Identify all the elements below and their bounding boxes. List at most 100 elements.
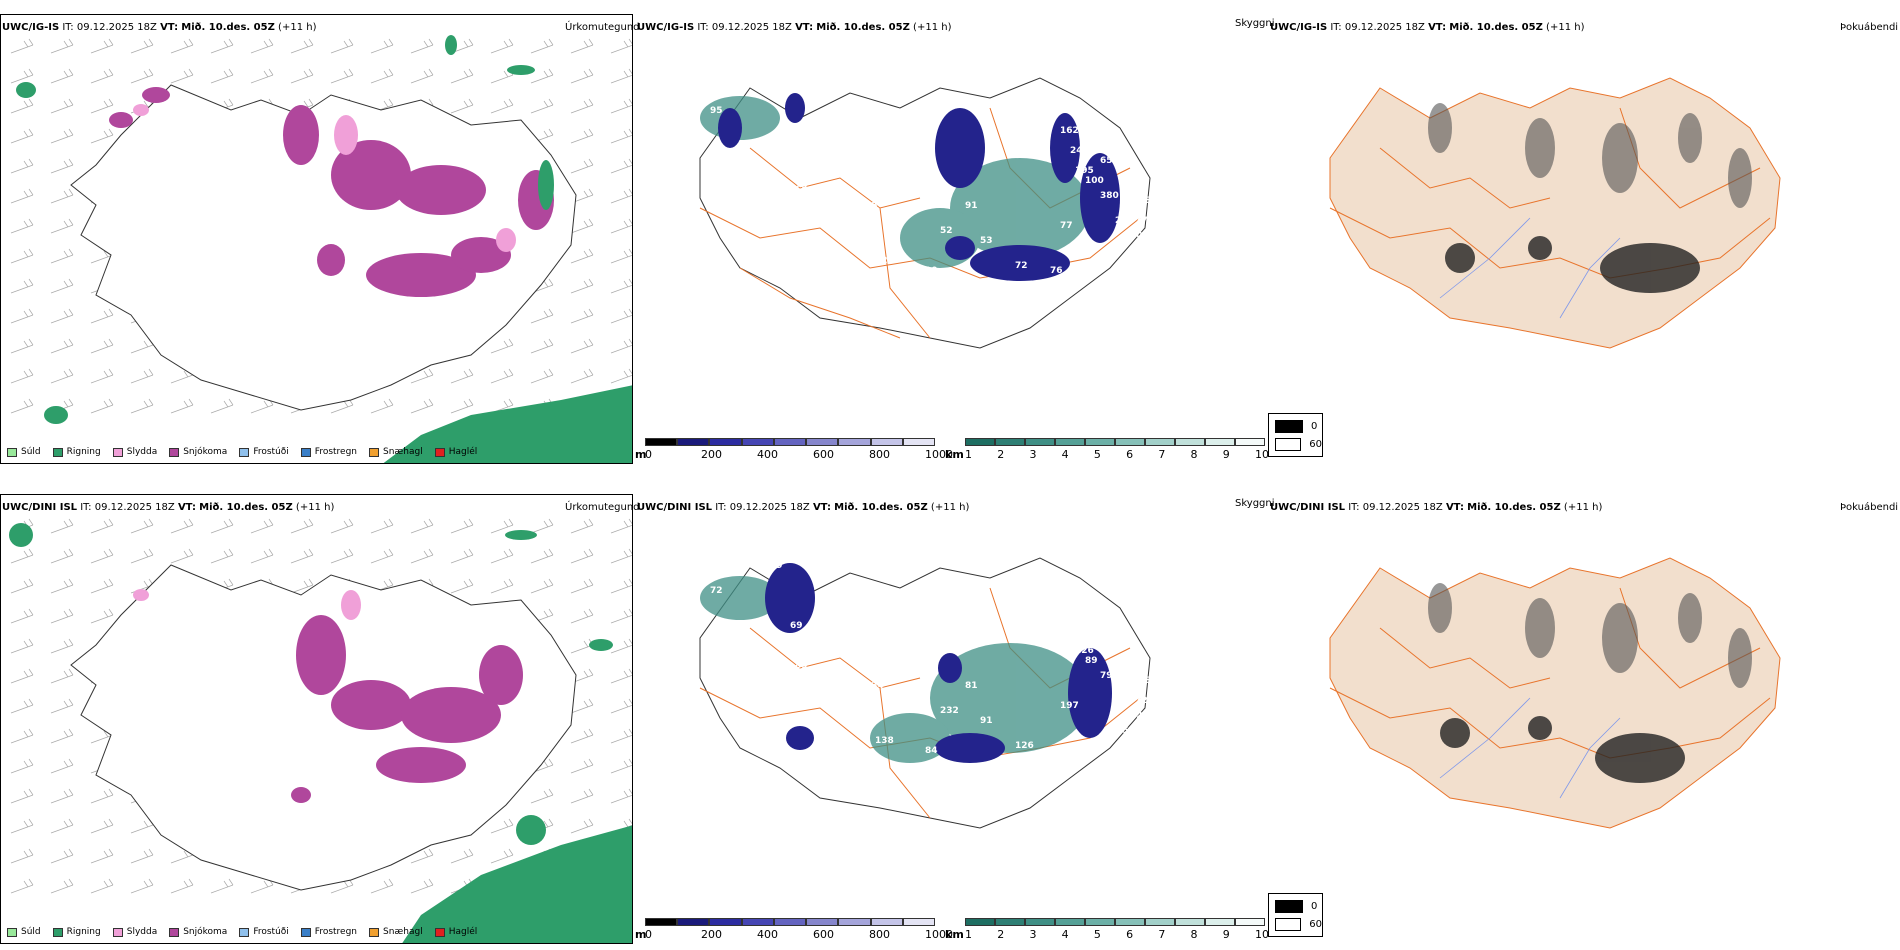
cloud-base-label: 197: [1060, 701, 1079, 711]
precip-legend-item: Rigning: [52, 447, 101, 457]
row-bottom: Súld Rigning Slydda Snjókoma Frostúði Frostre…: [0, 480, 1900, 950]
legend-label: Frostúði: [253, 447, 289, 457]
precip-legend-item: Slydda: [112, 447, 158, 457]
colorbar-segment: [677, 438, 710, 446]
precip-map-bottom: Súld Rigning Slydda Snjókoma Frostúði Frostre…: [0, 494, 633, 944]
cloud-base-label: 86: [1145, 196, 1158, 206]
cloud-base-label: 20: [1115, 216, 1128, 226]
cloud-base-label: 380: [1100, 191, 1119, 201]
cloud-base-label: 51: [1060, 606, 1073, 616]
cloud-base-label: 72: [710, 586, 723, 596]
precip-legend-bottom: Súld Rigning Slydda Snjókoma Frostúði Frostre…: [7, 927, 477, 937]
colorbar-segment: [1175, 438, 1205, 446]
vis-map-bottom: 73 69726915089195134232138849181126197150…: [699, 556, 1158, 829]
colorbar-segment: [806, 438, 839, 446]
fog-legend-bottom: 0 60: [1268, 893, 1323, 937]
colorbar-segment: [645, 438, 678, 446]
cloud-base-label: 195: [1075, 166, 1094, 176]
cloud-base-label: 26: [1110, 246, 1123, 256]
cloud-base-label: 91: [965, 201, 978, 211]
colorbar-segment: [773, 438, 807, 446]
vis-bar-top: 1 2 3 4 5 6 7 8 9 10: [965, 438, 1269, 461]
cloud-base-label: 77: [1060, 221, 1073, 231]
precip-legend-top: Súld Rigning Slydda Snjókoma Frostúði Frostre…: [7, 447, 477, 457]
cloud-base-label: 53: [980, 236, 993, 246]
cloud-base-label: 91: [980, 716, 993, 726]
colorbar-segment: [1055, 918, 1085, 926]
header-fog-bottom: UWC/DINI ISL IT: 09.12.2025 18Z VT: Mið.…: [1270, 502, 1603, 513]
cloud-base-label: 76: [1050, 266, 1063, 276]
precip-title-top: Úrkomutegund: [565, 22, 640, 33]
legend-swatch: [7, 447, 17, 457]
colorbar-tick: 800: [869, 448, 890, 461]
legend-swatch: [434, 927, 445, 937]
colorbar-tick: 2: [997, 928, 1005, 941]
colorbar-tick: 1000: [925, 928, 953, 941]
fog-swatch: [1275, 437, 1302, 451]
fog-legend-top: 0 60: [1268, 413, 1323, 457]
fog-title-top: Þokuábendi: [1840, 22, 1899, 33]
cloud-base-label: 90: [925, 266, 938, 276]
header-precip-bottom: UWC/DINI ISL IT: 09.12.2025 18Z VT: Mið.…: [2, 502, 335, 513]
cloud-base-label: 67: [1115, 696, 1128, 706]
header-precip-top: UWC/IG-IS IT: 09.12.2025 18Z VT: Mið. 10…: [2, 22, 317, 33]
header-vis-top: UWC/IG-IS IT: 09.12.2025 18Z VT: Mið. 10…: [637, 22, 952, 33]
cloud-base-label: 76: [770, 81, 783, 91]
colorbar-segment: [965, 918, 995, 926]
legend-label: Slydda: [126, 447, 158, 457]
colorbar-segment: [677, 918, 710, 926]
colorbar-tick: 3: [1029, 448, 1037, 461]
cloud-base-label: 79: [730, 76, 743, 86]
row-top: Súld Rigning Slydda Snjókoma Frostúði Frostre…: [0, 0, 1900, 470]
legend-label: Slydda: [126, 927, 158, 937]
colorbar-tick: 1: [965, 448, 972, 461]
fog-swatch: [1275, 419, 1303, 433]
colorbar-tick: 10: [1255, 448, 1269, 461]
colorbar-tick: 400: [757, 928, 778, 941]
legend-swatch: [300, 927, 311, 937]
fog-legend-item: 0: [1269, 417, 1322, 435]
colorbar-tick: 8: [1190, 448, 1198, 461]
cloud-base-label: 84: [1095, 601, 1108, 611]
fog-map-top: [1329, 77, 1781, 349]
cloud-base-label: 72: [1135, 696, 1148, 706]
colorbar-tick: 5: [1093, 448, 1101, 461]
legend-label: Snæhagl: [383, 927, 423, 937]
cloud-base-label: 81: [965, 681, 978, 691]
colorbar-segment: [995, 918, 1025, 926]
precip-map-top: Súld Rigning Slydda Snjókoma Frostúði Frostre…: [0, 14, 633, 464]
cloud-base-label: 69: [770, 561, 783, 571]
fog-title-bottom: Þokuábendi: [1840, 502, 1899, 513]
colorbar-segment: [995, 438, 1025, 446]
colorbar-segment: [870, 438, 903, 446]
precip-title-bottom: Úrkomutegund: [565, 502, 640, 513]
colorbar-tick: 1: [965, 928, 972, 941]
colorbar-segment: [1145, 918, 1175, 926]
legend-label: Frostregn: [314, 447, 358, 457]
colorbar-segment: [1235, 438, 1265, 446]
fog-label: 60: [1309, 438, 1322, 450]
colorbar-segment: [902, 918, 935, 926]
fog-label: 60: [1309, 918, 1322, 930]
cloud-base-label: 72: [1015, 261, 1028, 271]
precip-legend-item: Frostúði: [239, 447, 289, 457]
colorbar-tick: 0: [645, 928, 652, 941]
legend-label: Súld: [21, 927, 41, 937]
legend-swatch: [239, 927, 250, 937]
vis-title-bottom: Skyggni: [1235, 498, 1275, 509]
cloud-base-label: 150: [1050, 746, 1069, 756]
legend-label: Frostregn: [314, 927, 358, 937]
fog-legend-item: 0: [1269, 897, 1322, 915]
colorbar-segment: [838, 438, 871, 446]
colorbar-tick: 800: [869, 928, 890, 941]
colorbar-tick: 8: [1190, 928, 1198, 941]
colorbar-tick: 7: [1158, 928, 1166, 941]
vis-bar-bottom: 1 2 3 4 5 6 7 8 9 10: [965, 918, 1269, 941]
legend-swatch: [434, 447, 445, 457]
colorbar-segment: [1145, 438, 1175, 446]
fog-legend-item: 60: [1269, 435, 1322, 453]
precip-legend-item: Snæhagl: [369, 927, 423, 937]
colorbar-tick: 400: [757, 448, 778, 461]
cloud-base-label: 100: [1085, 176, 1104, 186]
